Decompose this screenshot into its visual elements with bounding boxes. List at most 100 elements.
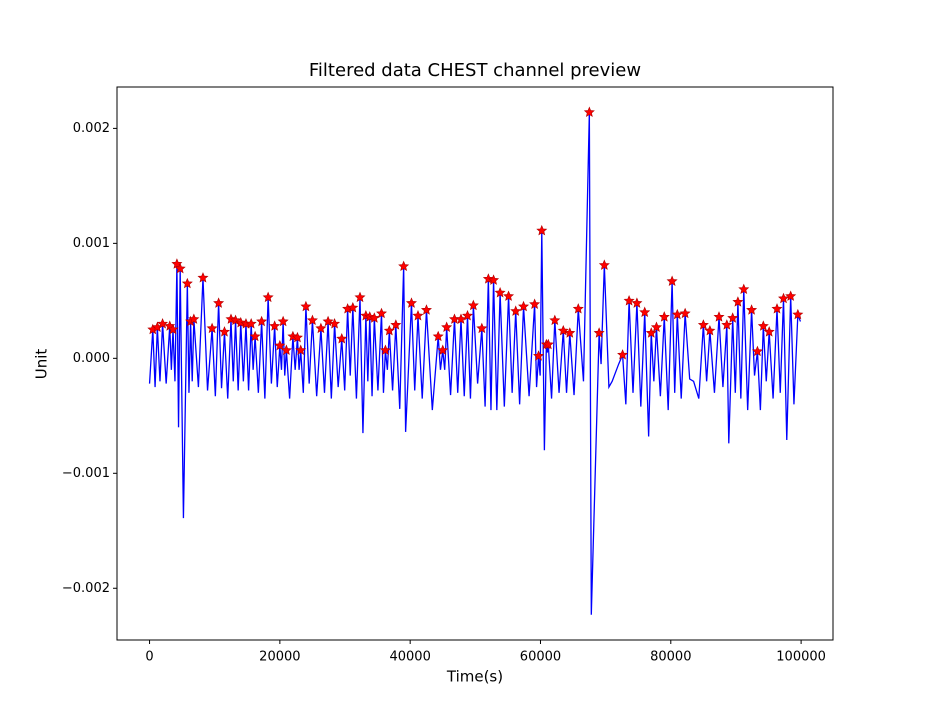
peak-marker	[583, 106, 595, 117]
peak-marker	[174, 262, 186, 274]
peak-marker	[518, 300, 530, 312]
peak-marker	[218, 326, 230, 337]
y-tick-label: 0.001	[73, 236, 110, 251]
peak-marker	[771, 303, 783, 314]
x-tick-label: 100000	[776, 650, 826, 665]
x-tick-label: 0	[145, 650, 153, 665]
peak-marker	[329, 318, 341, 329]
peak-marker	[510, 305, 522, 316]
peak-marker	[306, 314, 318, 326]
peak-marker	[412, 310, 424, 321]
peak-marker	[645, 327, 657, 338]
peak-marker	[704, 324, 716, 336]
peak-marker	[315, 322, 327, 334]
peak-marker	[256, 315, 268, 327]
y-tick-label: 0.000	[73, 351, 110, 366]
peak-marker	[792, 308, 804, 320]
peak-marker	[455, 313, 467, 324]
peak-marker	[751, 345, 763, 357]
peak-marker	[441, 321, 453, 332]
peak-marker	[368, 312, 380, 323]
peak-marker	[245, 318, 257, 329]
peak-marker	[437, 344, 449, 355]
peak-marker	[467, 299, 479, 311]
peak-marker	[249, 330, 261, 342]
peak-marker	[679, 307, 691, 319]
peak-marker	[727, 312, 739, 323]
peak-marker	[778, 292, 790, 304]
peak-marker	[322, 315, 334, 327]
peak-marker	[533, 350, 545, 361]
peak-marker	[564, 327, 576, 338]
peak-marker	[658, 311, 670, 322]
peak-marker	[336, 332, 348, 344]
peak-marker	[549, 314, 561, 326]
peak-marker	[536, 224, 548, 236]
peak-marker	[432, 330, 444, 342]
peak-marker	[277, 315, 289, 327]
chart-title: Filtered data CHEST channel preview	[309, 60, 641, 81]
peak-marker	[557, 324, 569, 336]
y-tick-label: 0.002	[73, 121, 110, 136]
x-tick-label: 40000	[389, 650, 430, 665]
peak-marker	[572, 303, 584, 314]
peak-marker	[639, 306, 651, 318]
peak-marker	[213, 297, 225, 308]
y-axis-label: Unit	[33, 349, 51, 380]
peak-marker	[650, 321, 662, 332]
peak-marker	[476, 322, 488, 334]
x-tick-label: 20000	[259, 650, 300, 665]
peak-marker	[617, 349, 629, 360]
peak-marker	[503, 290, 515, 301]
peak-marker	[763, 326, 775, 337]
plot-area	[147, 106, 804, 615]
peak-marker	[488, 274, 500, 285]
data-line	[148, 112, 802, 615]
y-tick-label: −0.002	[62, 581, 110, 596]
peak-marker	[757, 320, 769, 331]
peak-marker	[785, 290, 797, 301]
peak-marker	[295, 344, 307, 355]
peak-marker	[697, 319, 709, 330]
peak-marker	[732, 296, 744, 307]
peak-marker	[197, 272, 209, 283]
peak-marker	[598, 259, 610, 270]
peak-marker	[167, 323, 179, 335]
peak-marker	[713, 311, 725, 322]
peak-marker	[666, 275, 678, 286]
peak-marker	[157, 318, 169, 329]
peak-marker	[405, 297, 417, 308]
peak-marker	[593, 327, 605, 338]
peak-marker	[623, 295, 635, 306]
peak-marker	[671, 308, 683, 320]
peak-marker	[181, 277, 193, 289]
peak-marker	[300, 300, 312, 312]
peak-marker	[269, 320, 281, 331]
y-tick-label: −0.001	[62, 466, 110, 481]
peak-marker	[354, 291, 366, 303]
peak-marker	[462, 310, 474, 321]
x-axis-label: Time(s)	[446, 668, 503, 686]
peak-marker	[738, 283, 750, 295]
peak-marker	[529, 298, 541, 309]
peak-marker	[390, 319, 402, 330]
peak-marker	[746, 304, 758, 315]
peak-marker	[420, 304, 432, 315]
peak-marker	[262, 291, 274, 303]
axes-frame	[116, 86, 834, 641]
peak-marker	[721, 319, 733, 330]
peak-marker	[494, 287, 506, 298]
peak-marker	[542, 338, 554, 350]
peak-marker	[398, 260, 410, 272]
x-tick-label: 60000	[520, 650, 561, 665]
peak-marker	[379, 344, 391, 355]
peak-marker	[188, 313, 200, 324]
peak-marker	[280, 344, 292, 355]
peak-marker	[274, 339, 286, 351]
peak-marker	[206, 322, 218, 334]
peak-marker	[291, 331, 303, 343]
peak-marker	[347, 301, 359, 313]
x-tick-label: 80000	[650, 650, 691, 665]
peak-marker	[631, 297, 643, 308]
